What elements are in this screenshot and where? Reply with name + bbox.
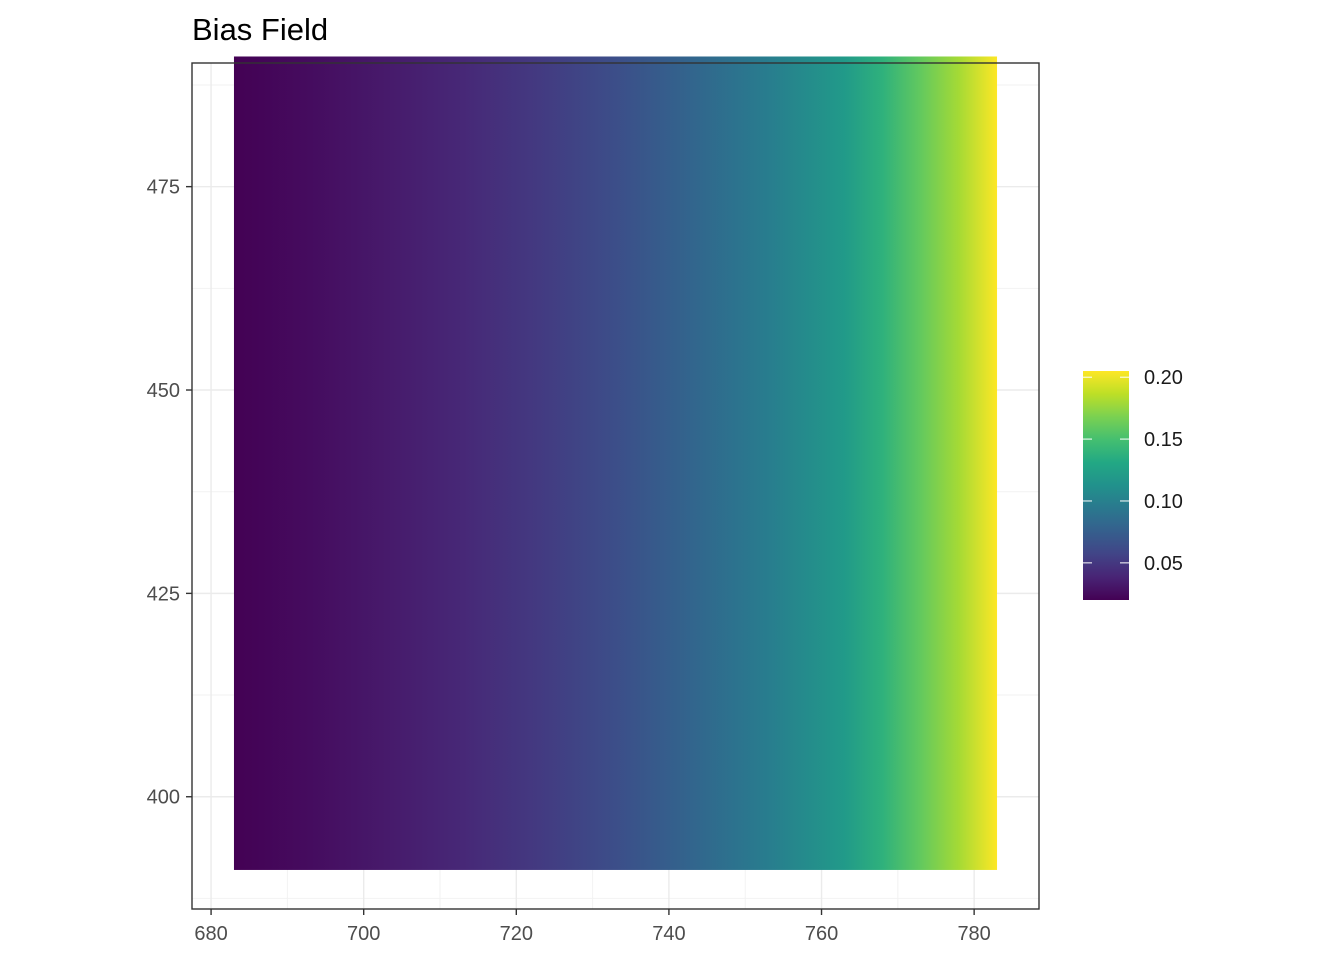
y-tick-label: 450 (147, 380, 180, 402)
x-tick-label: 760 (805, 923, 838, 945)
x-tick-label: 740 (652, 923, 685, 945)
colorbar-label: 0.05 (1144, 553, 1183, 575)
x-axis: 680 700 720 740 760 780 (194, 909, 991, 945)
y-tick-label: 425 (147, 583, 180, 605)
colorbar-label: 0.20 (1144, 367, 1183, 389)
colorbar-legend: 0.05 0.10 0.15 0.20 (1083, 367, 1183, 600)
colorbar (1083, 371, 1129, 600)
chart-title: Bias Field (192, 12, 328, 47)
x-tick-label: 780 (957, 923, 990, 945)
x-tick-label: 720 (500, 923, 533, 945)
y-axis: 400 425 450 475 (147, 177, 192, 809)
y-tick-label: 475 (147, 177, 180, 199)
colorbar-ticks: 0.05 0.10 0.15 0.20 (1083, 367, 1183, 575)
x-tick-label: 700 (347, 923, 380, 945)
x-tick-label: 680 (194, 923, 227, 945)
panel-border (191, 62, 1040, 910)
bias-field-raster (233, 56, 998, 870)
colorbar-label: 0.15 (1144, 429, 1183, 451)
y-tick-label: 400 (147, 787, 180, 809)
colorbar-label: 0.10 (1144, 491, 1183, 513)
